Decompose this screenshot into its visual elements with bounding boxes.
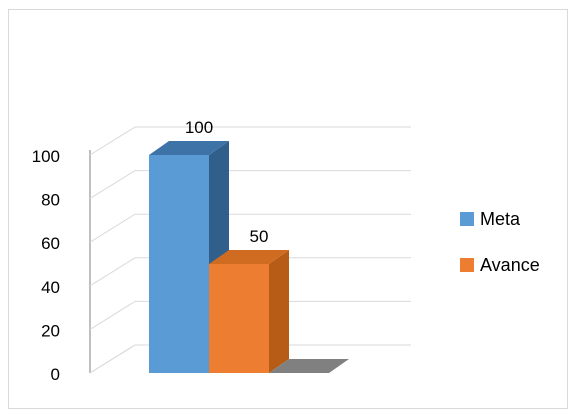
data-label: 100 <box>185 118 213 137</box>
floor-shadow <box>269 359 349 373</box>
bar-front <box>149 155 209 373</box>
bar-top <box>149 141 229 155</box>
legend-swatch <box>460 212 474 226</box>
y-tick-label: 60 <box>41 234 60 253</box>
bar-top <box>209 250 289 264</box>
y-tick-label: 0 <box>51 365 60 384</box>
y-tick-label: 100 <box>32 147 60 166</box>
gridline-side <box>89 213 136 243</box>
legend-label: Avance <box>480 255 540 275</box>
legend-label: Meta <box>480 209 521 229</box>
data-labels: 100 50 <box>185 118 269 246</box>
gridline-side <box>89 344 136 374</box>
legend-swatch <box>460 258 474 272</box>
gridline-side <box>89 170 136 200</box>
bar-side <box>269 250 289 373</box>
bars <box>149 141 349 373</box>
y-tick-label: 20 <box>41 321 60 340</box>
gridline-side <box>89 300 136 330</box>
legend: Meta Avance <box>460 209 540 275</box>
y-axis-tick-labels: 0 20 40 60 80 100 <box>32 147 60 384</box>
y-tick-label: 40 <box>41 278 60 297</box>
gridline-side <box>89 126 136 156</box>
gridline-side <box>89 257 136 287</box>
data-label: 50 <box>250 227 269 246</box>
y-tick-label: 80 <box>41 191 60 210</box>
bar-front <box>209 264 269 373</box>
